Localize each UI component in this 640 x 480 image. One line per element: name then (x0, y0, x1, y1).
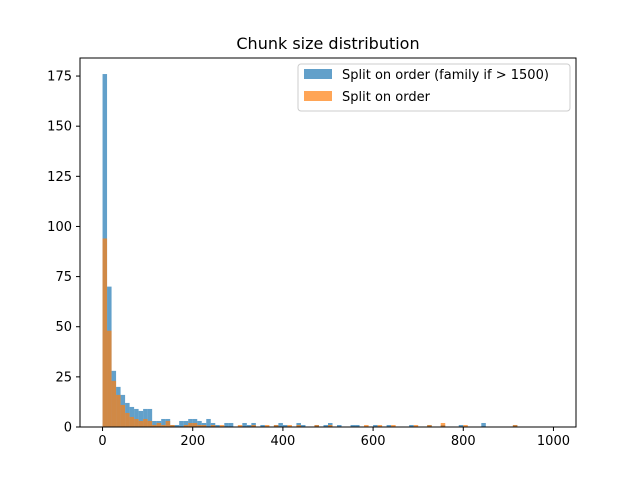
bar-s0-40 (337, 424, 342, 427)
legend-box (297, 63, 571, 112)
y-tick-label-1: 25 (55, 370, 72, 385)
bar-s1-8 (138, 420, 144, 427)
bar-s1-31 (364, 424, 369, 427)
bar-s1-0 (102, 238, 108, 427)
y-tick-label-4: 100 (47, 220, 72, 235)
bar-s0-26 (224, 422, 229, 427)
bar-s0-42 (355, 424, 360, 427)
x-tick-label-1: 200 (180, 434, 205, 449)
x-axis: 0 200 400 600 800 1000 (98, 427, 570, 449)
bar-s1-15 (170, 424, 175, 427)
bar-s1-37 (463, 424, 468, 427)
bar-s1-23 (237, 424, 243, 427)
bar-s1-26 (273, 424, 279, 427)
bar-s0-23 (206, 418, 211, 427)
bar-s1-28 (296, 424, 301, 427)
bar-s0-27 (228, 422, 234, 427)
bar-s1-18 (192, 422, 198, 427)
y-tick-label-6: 150 (47, 120, 72, 135)
bar-s1-9 (143, 418, 148, 427)
y-tick-label-7: 175 (47, 70, 72, 85)
chart-title: Chunk size distribution (236, 34, 419, 53)
legend-swatch-0 (304, 69, 332, 79)
bar-s0-7 (134, 408, 139, 427)
bar-s1-22 (219, 424, 225, 427)
bar-s1-4 (120, 404, 126, 427)
bar-s0-18 (183, 420, 189, 427)
bar-s1-19 (197, 424, 202, 427)
bar-s0-16 (174, 424, 180, 427)
bar-s1-16 (183, 424, 189, 427)
bar-s1-7 (134, 418, 139, 427)
bar-s0-17 (179, 420, 184, 427)
bar-s1-25 (264, 424, 270, 427)
y-tick-label-0: 0 (64, 421, 72, 436)
bar-s1-20 (201, 424, 207, 427)
y-tick-label-3: 75 (55, 270, 72, 285)
legend-swatch-1 (304, 91, 332, 101)
legend: Split on order (family if > 1500) Split … (297, 63, 571, 112)
bar-s0-48 (458, 424, 464, 427)
bar-s0-9 (143, 408, 148, 427)
bar-s0-49 (481, 422, 486, 427)
bar-s1-36 (440, 422, 446, 427)
bar-s0-36 (300, 424, 306, 427)
x-tick-label-2: 400 (270, 434, 295, 449)
bar-s0-13 (161, 418, 166, 427)
bar-s1-2 (111, 380, 117, 427)
bar-s0-34 (282, 424, 288, 427)
x-tick-label-4: 800 (451, 434, 476, 449)
bar-s0-33 (278, 422, 283, 427)
bar-s1-35 (427, 424, 432, 427)
bar-s0-25 (215, 424, 220, 427)
bar-s1-24 (251, 424, 256, 427)
bar-s0-29 (246, 424, 252, 427)
bar-s0-38 (323, 424, 328, 427)
bar-s1-33 (391, 424, 396, 427)
bar-s1-21 (210, 424, 216, 427)
bar-s1-29 (314, 424, 319, 427)
bar-s1-27 (287, 424, 292, 427)
y-axis: 0 25 50 75 100 125 150 175 (47, 70, 80, 436)
x-tick-label-0: 0 (98, 434, 106, 449)
legend-label-1: Split on order (342, 90, 431, 105)
x-tick-label-5: 1000 (537, 434, 570, 449)
bar-s0-21 (197, 420, 202, 427)
bar-s0-43 (373, 424, 378, 427)
bar-s1-3 (116, 394, 121, 427)
y-tick-label-5: 125 (47, 170, 72, 185)
bar-s0-45 (409, 424, 414, 427)
bar-s1-5 (125, 412, 130, 427)
bar-s1-13 (161, 424, 166, 427)
bar-s1-11 (152, 424, 157, 427)
bar-s1-1 (107, 330, 112, 427)
bar-s0-28 (242, 422, 247, 427)
bar-s1-17 (188, 422, 193, 427)
x-tick-label-3: 600 (361, 434, 386, 449)
bar-s0-10 (147, 408, 153, 427)
bar-s1-34 (413, 424, 419, 427)
bar-s1-14 (165, 420, 171, 427)
bar-s0-8 (138, 410, 144, 427)
bar-s1-12 (156, 422, 162, 427)
y-tick-label-2: 50 (55, 320, 72, 335)
bar-s1-38 (512, 424, 518, 427)
series-bars-1 (102, 238, 518, 427)
bar-s0-11 (152, 420, 157, 427)
legend-label-0: Split on order (family if > 1500) (342, 68, 549, 83)
bar-s1-30 (328, 424, 333, 427)
bar-s0-31 (260, 424, 265, 427)
bar-s0-44 (386, 424, 392, 427)
bar-s1-32 (377, 424, 383, 427)
bar-s1-10 (147, 420, 153, 427)
plot-frame (79, 57, 577, 428)
bar-s0-41 (350, 424, 356, 427)
bar-s1-6 (129, 416, 135, 427)
